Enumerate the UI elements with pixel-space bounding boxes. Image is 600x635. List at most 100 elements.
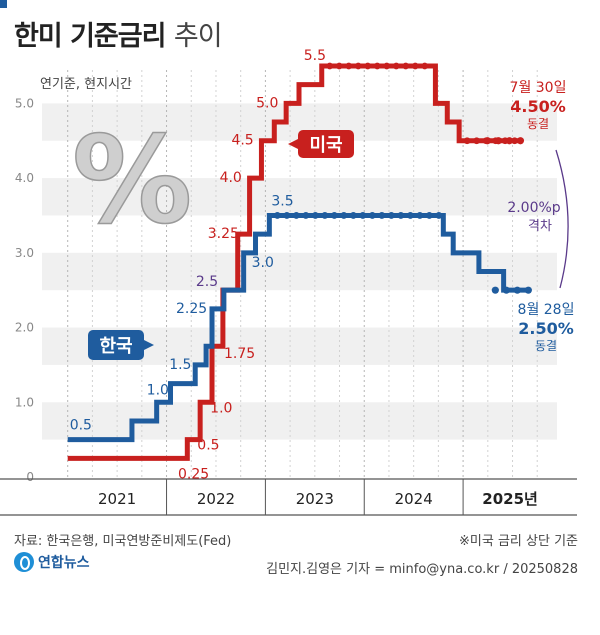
us-end-label-date: 7월 30일 — [510, 80, 567, 96]
series-dot-미국 — [345, 62, 353, 70]
x-year-label: 2022 — [197, 490, 235, 508]
series-dot-한국 — [435, 212, 443, 219]
series-dot-한국 — [387, 212, 395, 219]
series-dot-한국 — [406, 212, 414, 219]
title-main: 한미 기준금리 — [14, 21, 166, 52]
series-dot-미국 — [392, 62, 400, 70]
us-tag: 미국 — [288, 130, 354, 158]
value-label-미국: 4.0 — [220, 170, 242, 186]
series-dot-미국 — [473, 137, 481, 145]
series-dot-한국 — [340, 212, 348, 219]
value-label-미국: 1.75 — [224, 346, 255, 362]
kr-end-label-status: 동결 — [535, 339, 557, 353]
value-label-한국: 3.0 — [252, 255, 274, 271]
kr-tag-text: 한국 — [99, 336, 132, 357]
value-label-한국: 1.0 — [147, 382, 169, 398]
gap-bracket — [555, 149, 569, 289]
kr-end-label-date: 8월 28일 — [518, 302, 575, 318]
value-label-미국: 4.5 — [231, 133, 253, 149]
value-label-미국: 3.25 — [208, 226, 239, 242]
series-dot-한국 — [283, 212, 291, 219]
us-end-label-status: 동결 — [527, 117, 549, 131]
series-end-dot-한국 — [502, 286, 510, 294]
series-dot-미국 — [364, 62, 372, 70]
us-tag-box — [298, 130, 354, 158]
series-dot-한국 — [359, 212, 367, 219]
x-axis: 2021 2022 2023 2024 2025년 — [0, 478, 577, 516]
us-start-label: 0.25 — [178, 466, 209, 482]
value-label-한국: 2.25 — [176, 301, 207, 317]
y-tick-label: 1.0 — [15, 395, 34, 409]
value-label-한국: 3.5 — [271, 193, 293, 209]
series-dot-한국 — [292, 212, 300, 219]
percent-decoration: % — [72, 112, 192, 251]
y-tick-label: 2.0 — [15, 321, 34, 335]
band-0 — [42, 402, 557, 440]
annotations: 0.51.01.753.254.04.55.05.50.51.01.52.252… — [70, 48, 575, 482]
series-end-dot-한국 — [513, 286, 521, 294]
series-end-dot-미국 — [483, 137, 492, 145]
series-dot-미국 — [421, 62, 429, 70]
series-dot-한국 — [302, 212, 310, 219]
gap-value: 2.00%p — [507, 200, 560, 216]
band-2 — [42, 252, 557, 291]
series-dot-미국 — [383, 62, 391, 70]
series-dot-한국 — [330, 212, 338, 219]
y-tick-label: 0 — [26, 470, 34, 484]
header-accent-bar — [0, 0, 7, 8]
series-dot-미국 — [411, 62, 419, 70]
series-end-dot-미국 — [516, 137, 525, 145]
series-dot-한국 — [425, 212, 433, 219]
x-year-label: 2025년 — [482, 490, 538, 508]
series-end-dot-미국 — [494, 137, 503, 145]
series-dot-미국 — [511, 137, 519, 145]
series-dot-한국 — [349, 212, 357, 219]
brand-logo-icon — [14, 552, 34, 572]
x-year-label: 2021 — [98, 490, 136, 508]
series-dot-미국 — [373, 62, 381, 70]
series-dot-한국 — [368, 212, 376, 219]
us-end-label-value: 4.50% — [510, 97, 566, 116]
series-dot-한국 — [321, 212, 329, 219]
y-tick-label: 4.0 — [15, 171, 34, 185]
kr-tag-pointer — [144, 340, 154, 350]
value-label-한국: 1.5 — [169, 357, 191, 373]
source-text: 자료: 한국은행, 미국연방준비제도(Fed) — [14, 534, 232, 549]
series-dot-미국 — [463, 137, 471, 145]
series-dot-미국 — [354, 62, 362, 70]
value-label-한국: 2.5 — [196, 274, 218, 290]
value-label-미국: 5.0 — [256, 95, 278, 111]
value-label-한국: 0.5 — [70, 418, 92, 434]
series-dot-한국 — [397, 212, 405, 219]
author-credit: 김민지.김영은 기자 = minfo@yna.co.kr / 20250828 — [266, 562, 578, 577]
page-title: 한미 기준금리 추이 — [14, 14, 223, 53]
gap-text: 격차 — [528, 219, 552, 234]
y-tick-label: 3.0 — [15, 246, 34, 260]
title-suffix: 추이 — [173, 21, 223, 52]
kr-tag: 한국 — [88, 330, 154, 360]
series-end-dot-한국 — [524, 286, 532, 294]
series-line-미국 — [67, 63, 521, 461]
series-dot-미국 — [402, 62, 410, 70]
band-3 — [42, 178, 557, 216]
series-dot-한국 — [378, 212, 386, 219]
series-dot-한국 — [416, 212, 424, 219]
series-line-한국 — [67, 212, 529, 443]
interest-rate-chart: 연기준, 현지시간 % 0 1.0 2.0 3.0 4.0 5.0 2021 2022 202… — [0, 48, 577, 516]
x-year-label: 2023 — [296, 490, 334, 508]
chart-subtitle: 연기준, 현지시간 — [40, 77, 132, 92]
brand-logo: 연합뉴스 — [14, 552, 90, 572]
kr-end-label-value: 2.50% — [518, 319, 574, 338]
series-end-dot-한국 — [491, 286, 499, 294]
brand-name: 연합뉴스 — [38, 555, 90, 571]
series-end-dot-미국 — [505, 137, 514, 145]
y-axis: 0 1.0 2.0 3.0 4.0 5.0 — [15, 96, 34, 484]
value-label-미국: 1.0 — [210, 400, 232, 416]
series-dot-한국 — [273, 212, 281, 219]
kr-tag-box — [88, 330, 144, 360]
y-tick-label: 5.0 — [15, 96, 34, 110]
footnote-text: ※미국 금리 상단 기준 — [459, 534, 578, 549]
series-dot-한국 — [311, 212, 319, 219]
us-tag-text: 미국 — [309, 135, 342, 156]
series-dot-미국 — [335, 62, 343, 70]
